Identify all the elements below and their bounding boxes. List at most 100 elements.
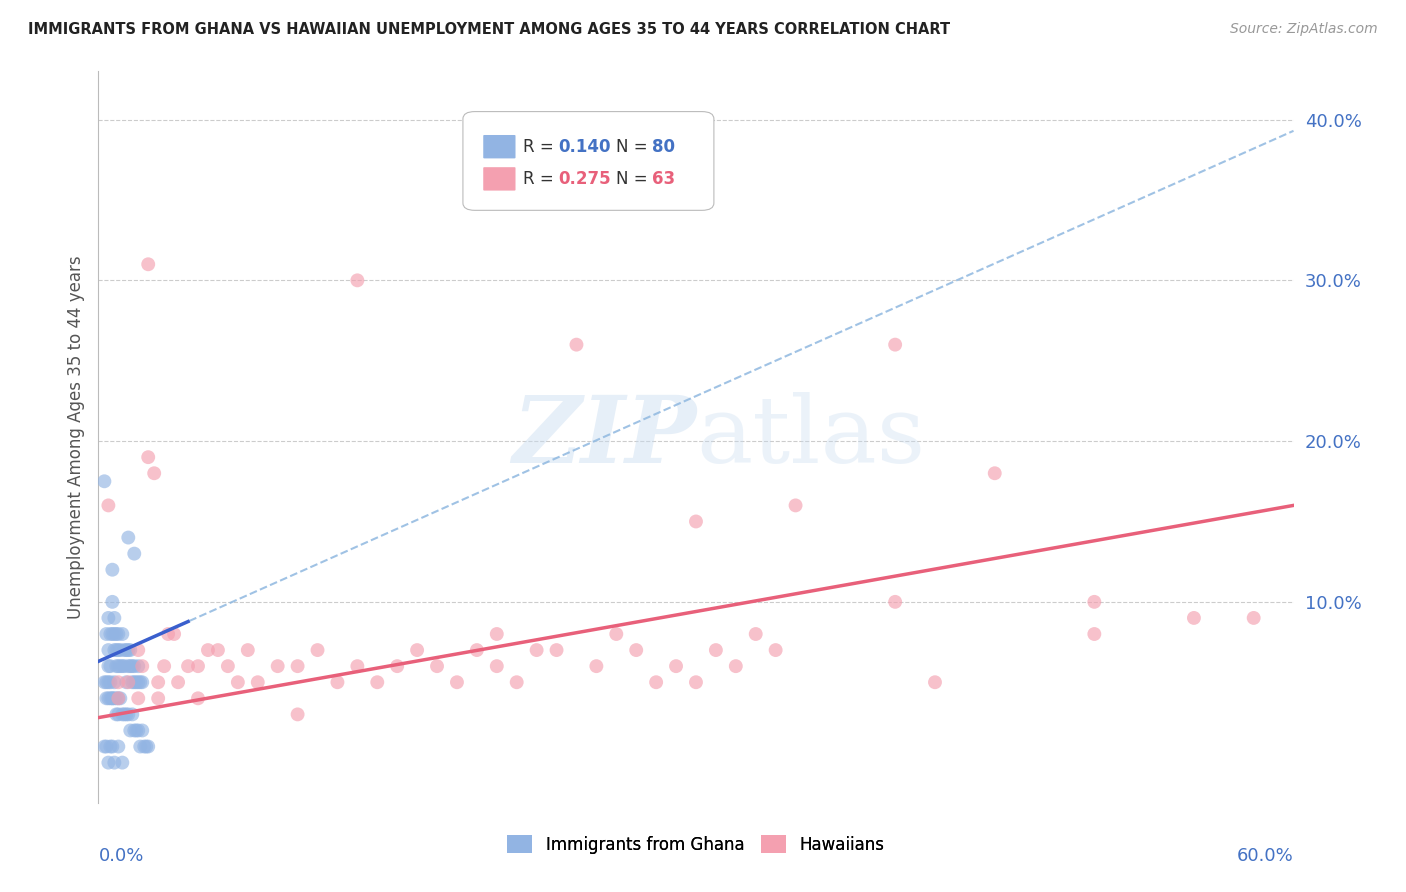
Point xyxy=(107,643,129,657)
Point xyxy=(112,643,135,657)
Point xyxy=(101,691,124,706)
Point xyxy=(107,739,129,754)
Text: IMMIGRANTS FROM GHANA VS HAWAIIAN UNEMPLOYMENT AMONG AGES 35 TO 44 YEARS CORRELA: IMMIGRANTS FROM GHANA VS HAWAIIAN UNEMPL… xyxy=(28,22,950,37)
Point xyxy=(884,337,907,351)
Point xyxy=(97,659,120,673)
Text: 80: 80 xyxy=(652,137,675,156)
Point xyxy=(129,739,152,754)
Point xyxy=(107,675,129,690)
Text: R =: R = xyxy=(523,169,558,188)
Point xyxy=(585,659,607,673)
Text: R =: R = xyxy=(523,137,558,156)
Point xyxy=(107,627,129,641)
Point xyxy=(110,659,132,673)
Point xyxy=(117,531,139,545)
Point xyxy=(127,691,149,706)
Point xyxy=(96,627,118,641)
Legend: Immigrants from Ghana, Hawaiians: Immigrants from Ghana, Hawaiians xyxy=(501,829,891,860)
Point xyxy=(924,675,946,690)
Point xyxy=(426,659,449,673)
Point xyxy=(101,595,124,609)
Point xyxy=(129,675,152,690)
Point xyxy=(406,643,429,657)
Point xyxy=(96,739,118,754)
Point xyxy=(103,691,125,706)
Point xyxy=(724,659,747,673)
Point xyxy=(197,643,219,657)
Point xyxy=(506,675,529,690)
Point xyxy=(103,627,125,641)
Point xyxy=(101,739,124,754)
Point xyxy=(217,659,239,673)
Text: atlas: atlas xyxy=(696,392,925,482)
Point xyxy=(110,643,132,657)
Point xyxy=(1083,595,1105,609)
Point xyxy=(101,563,124,577)
Point xyxy=(120,723,142,738)
Point xyxy=(135,739,157,754)
Point xyxy=(120,643,142,657)
Point xyxy=(626,643,648,657)
Point xyxy=(1243,611,1265,625)
Point xyxy=(107,691,129,706)
Text: N =: N = xyxy=(616,169,652,188)
Point xyxy=(685,675,707,690)
Point xyxy=(124,659,146,673)
Point xyxy=(93,739,115,754)
Point xyxy=(131,659,153,673)
Point xyxy=(605,627,627,641)
Point xyxy=(115,707,138,722)
Point xyxy=(157,627,180,641)
FancyBboxPatch shape xyxy=(484,135,516,159)
Point xyxy=(124,547,146,561)
Point xyxy=(121,675,143,690)
Point xyxy=(884,595,907,609)
Point xyxy=(93,675,115,690)
Point xyxy=(105,707,128,722)
Point xyxy=(124,675,146,690)
Point xyxy=(97,611,120,625)
Point xyxy=(107,707,129,722)
Point xyxy=(97,643,120,657)
Point xyxy=(134,739,156,754)
Point xyxy=(704,643,727,657)
Point xyxy=(97,756,120,770)
Point xyxy=(163,627,186,641)
Text: 0.140: 0.140 xyxy=(558,137,612,156)
Point xyxy=(143,467,166,481)
Point xyxy=(103,611,125,625)
Point xyxy=(665,659,688,673)
Point xyxy=(117,675,139,690)
Point xyxy=(136,739,159,754)
Point xyxy=(148,691,170,706)
Point xyxy=(117,707,139,722)
Point xyxy=(105,659,128,673)
Point xyxy=(125,675,148,690)
Point xyxy=(101,691,124,706)
Point xyxy=(326,675,349,690)
Point xyxy=(105,627,128,641)
Point xyxy=(125,723,148,738)
Point xyxy=(187,659,209,673)
Point xyxy=(103,643,125,657)
Point xyxy=(1182,611,1205,625)
Point xyxy=(236,643,259,657)
Point xyxy=(267,659,290,673)
Point xyxy=(645,675,668,690)
Point xyxy=(785,499,807,513)
Point xyxy=(111,627,134,641)
Point xyxy=(103,675,125,690)
Point xyxy=(111,659,134,673)
Point xyxy=(115,675,138,690)
Point xyxy=(115,643,138,657)
Point xyxy=(187,691,209,706)
Point xyxy=(984,467,1007,481)
Point xyxy=(97,499,120,513)
Point xyxy=(765,643,787,657)
Point xyxy=(96,675,118,690)
Point xyxy=(346,273,368,287)
Text: 0.275: 0.275 xyxy=(558,169,612,188)
Point xyxy=(177,659,200,673)
Point xyxy=(121,707,143,722)
Point xyxy=(485,659,508,673)
